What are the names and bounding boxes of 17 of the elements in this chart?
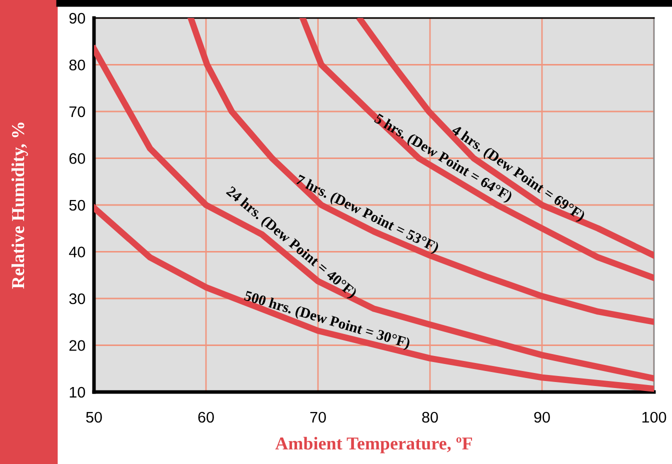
x-tick-label: 70 [310,412,326,423]
y-tick-label: 70 [69,106,86,118]
y-tick-label: 50 [69,200,86,211]
x-tick-label: 90 [534,412,550,423]
y-tick-label: 10 [70,386,86,398]
x-tick-label: 80 [422,412,438,423]
y-tick-label: 90 [69,12,86,24]
x-tick-label: 50 [86,412,102,423]
y-tick-label: 80 [69,60,86,70]
y-axis-title: Relative Humidity, % [11,122,28,289]
y-tick-label: 40 [69,246,86,258]
x-tick-label: 100 [642,412,666,423]
y-tick-label: 20 [69,340,86,351]
y-tick-label: 60 [69,153,86,164]
x-tick-label: 60 [198,412,214,423]
y-tick-label: 30 [69,293,86,304]
x-axis-title: Ambient Temperature, ºF [275,436,472,454]
